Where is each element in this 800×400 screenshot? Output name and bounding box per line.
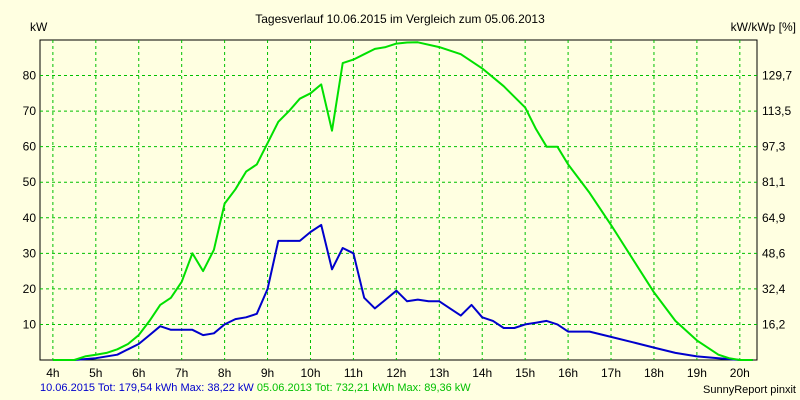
y-tick-label-right: 97,3	[762, 140, 786, 154]
credit-text: SunnyReport pinxit	[703, 384, 796, 396]
y-tick-label-left: 10	[23, 317, 37, 331]
x-tick-label: 11h	[344, 366, 363, 380]
series-lines	[52, 41, 753, 361]
series-2-summary: 05.06.2013 Tot: 732,21 kWh Max: 89,36 kW	[256, 382, 471, 394]
y-tick-label-left: 80	[23, 69, 37, 83]
y-tick-label-left: 30	[23, 246, 37, 260]
x-tick-label: 20h	[730, 366, 750, 380]
x-tick-label: 18h	[644, 366, 664, 380]
y-tick-label-left: 60	[23, 140, 37, 154]
x-tick-label: 13h	[429, 366, 449, 380]
x-tick-label: 14h	[472, 366, 492, 380]
y-tick-label-right: 64,9	[762, 211, 786, 225]
x-tick-label: 16h	[558, 366, 578, 380]
x-tick-label: 17h	[601, 366, 621, 380]
footer-summary: 10.06.2015 Tot: 179,54 kWh Max: 38,22 kW…	[40, 382, 471, 394]
y-tick-label-left: 40	[23, 211, 37, 225]
axis-ticks: 4h 5h 6h 7h 8h 9h 10h 11h 12h 13h 14h 15h 16h 17h 18h 1…	[23, 69, 793, 380]
y-tick-label-right: 32,4	[762, 282, 786, 296]
y-tick-label-right: 16,2	[762, 317, 786, 331]
y-tick-label-right: 113,5	[762, 104, 791, 118]
y-tick-label-left: 20	[23, 282, 37, 296]
y-tick-label-right: 129,7	[762, 69, 792, 83]
y-tick-label-left: 50	[23, 175, 37, 189]
y-axis-label-right: kW/kWp [%]	[731, 20, 796, 34]
series-line-2	[52, 41, 753, 361]
x-tick-label: 4h	[46, 366, 59, 380]
x-tick-label: 12h	[386, 366, 406, 380]
x-tick-label: 19h	[687, 366, 707, 380]
x-tick-label: 8h	[218, 366, 231, 380]
plot-area	[39, 39, 758, 361]
x-tick-label: 15h	[515, 366, 535, 380]
x-tick-label: 9h	[261, 366, 274, 380]
y-tick-label-right: 81,1	[762, 175, 786, 189]
grid	[40, 40, 757, 360]
series-line-1	[52, 223, 753, 361]
x-tick-label: 6h	[132, 366, 145, 380]
y-axis-label-left: kW	[30, 20, 48, 34]
series-1-summary: 10.06.2015 Tot: 179,54 kWh Max: 38,22 kW	[40, 382, 254, 394]
x-tick-label: 5h	[89, 366, 102, 380]
chart-title: Tagesverlauf 10.06.2015 im Vergleich zum…	[255, 12, 545, 26]
x-tick-label: 7h	[175, 366, 188, 380]
y-tick-label-left: 70	[23, 104, 37, 118]
x-tick-label: 10h	[300, 366, 320, 380]
y-tick-label-right: 48,6	[762, 246, 786, 260]
